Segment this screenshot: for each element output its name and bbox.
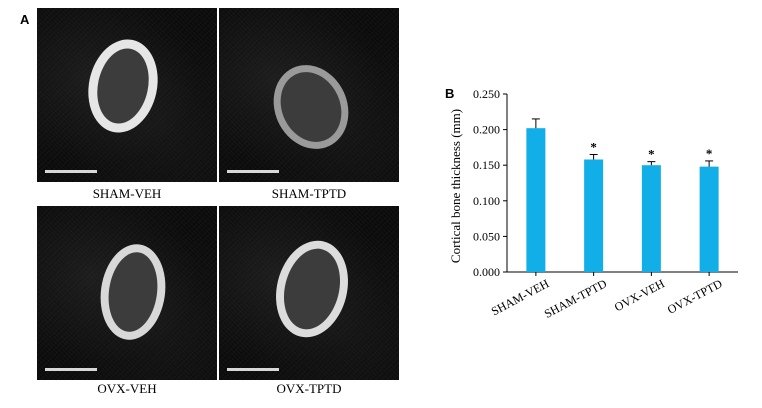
x-tick-label: SHAM-VEH [489,276,552,318]
caption-sham-veh: SHAM-VEH [92,186,162,201]
y-axis-label: Cortical bone thickness (mm) [448,109,463,263]
x-tick-label: OVX-TPTD [665,276,725,317]
caption-sham-tptd: SHAM-TPTD [271,186,347,201]
x-tick-label: OVX-VEH [612,276,667,314]
bar [526,128,546,272]
panel-a-label: A [20,12,30,27]
panel-b-label: B [445,86,455,101]
ct-scan-ovx-tptd [219,206,399,380]
ct-scan-sham-veh [37,8,217,182]
x-tick-label: SHAM-TPTD [542,276,610,321]
y-tick-label: 0.200 [473,123,500,137]
caption-ovx-veh: OVX-VEH [97,381,157,396]
caption-ovx-tptd: OVX-TPTD [276,381,342,396]
ct-scan-ovx-veh [37,206,217,380]
y-tick-label: 0.000 [473,265,500,279]
y-tick-label: 0.150 [473,158,500,172]
ct-scan-sham-tptd [219,8,399,182]
significance-marker: * [706,146,713,161]
bar-chart: Cortical bone thickness (mm) 0.000 0.050 0… [448,87,738,321]
bar [641,165,661,272]
y-tick-label: 0.050 [473,229,500,243]
y-tick-label: 0.250 [473,87,500,101]
significance-marker: * [648,147,655,162]
y-tick-label: 0.100 [473,194,500,208]
significance-marker: * [590,140,597,155]
bar [699,166,719,272]
bar [584,159,604,272]
